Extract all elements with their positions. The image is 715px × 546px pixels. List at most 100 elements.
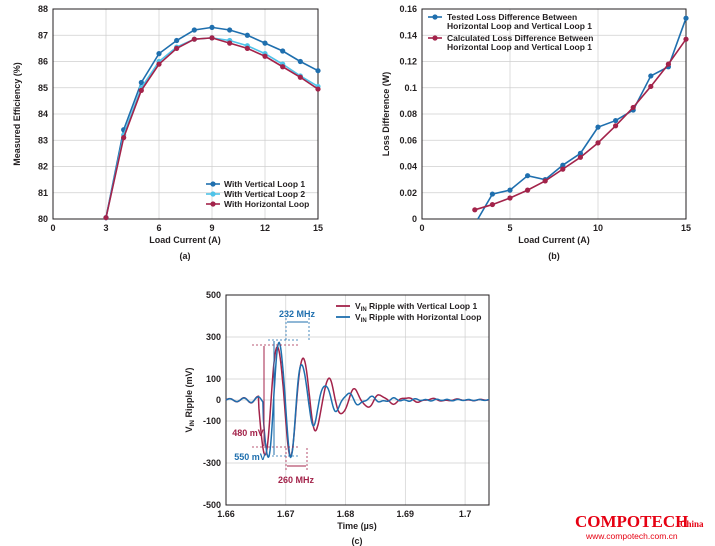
chart-b-legend-label: Tested Loss Difference Between bbox=[447, 12, 577, 22]
chart-a-xtick-label: 6 bbox=[156, 223, 161, 233]
chart-a-data-point bbox=[315, 68, 321, 74]
chart-a-ytick-label: 83 bbox=[38, 135, 48, 145]
chart-a-ticks: 0 3 6 9 12 15 80 81 82 83 84 85 86 87 88 bbox=[38, 4, 323, 233]
chart-a-xlabel: Load Current (A) bbox=[149, 235, 221, 245]
chart-a: 0 3 6 9 12 15 80 81 82 83 84 85 86 87 88 Load Current … bbox=[12, 4, 323, 261]
chart-a-data-point bbox=[227, 40, 233, 46]
chart-a-data-point bbox=[156, 51, 162, 57]
chart-a-xtick-label: 0 bbox=[50, 223, 55, 233]
chart-c-ytick-label: 0 bbox=[216, 395, 221, 405]
chart-a-ytick-label: 88 bbox=[38, 4, 48, 14]
chart-a-caption: (a) bbox=[180, 251, 191, 261]
chart-b-data-point bbox=[613, 117, 619, 124]
chart-b-ytick-label: 0.02 bbox=[399, 188, 417, 198]
chart-c-xtick-label: 1.69 bbox=[397, 509, 415, 519]
chart-c-annot-pp-left: 480 mV bbox=[232, 428, 264, 438]
chart-b-legend: Tested Loss Difference BetweenHorizontal… bbox=[428, 12, 593, 52]
chart-a-data-point bbox=[227, 27, 233, 33]
chart-b-series bbox=[472, 15, 689, 220]
chart-b-data-point bbox=[560, 166, 566, 172]
chart-b-ylabel: Loss Difference (W) bbox=[381, 72, 391, 157]
chart-b-data-point bbox=[560, 162, 566, 168]
chart-a-ytick-label: 87 bbox=[38, 30, 48, 40]
chart-b-data-point bbox=[648, 73, 654, 79]
chart-c-annotations: 232 MHz 260 MHz 480 mV 550 mV bbox=[232, 309, 315, 485]
chart-b-legend-label: Horizontal Loop and Vertical Loop 1 bbox=[447, 21, 592, 31]
chart-c: 1.66 1.67 1.68 1.69 1.7 -500 -300 -100 0 100 300 50… bbox=[184, 290, 490, 546]
chart-b-data-point bbox=[525, 173, 531, 179]
chart-b-xtick-label: 5 bbox=[507, 223, 512, 233]
chart-a-data-point bbox=[262, 40, 268, 46]
chart-a-legend-label: With Vertical Loop 2 bbox=[224, 189, 305, 199]
chart-a-data-point bbox=[191, 36, 197, 42]
chart-a-data-point bbox=[121, 135, 127, 141]
chart-c-xtick-label: 1.68 bbox=[337, 509, 355, 519]
chart-a-data-point bbox=[297, 74, 303, 80]
chart-a-ytick-label: 80 bbox=[38, 214, 48, 224]
chart-b-xtick-label: 15 bbox=[681, 223, 691, 233]
chart-c-annot-f-top: 232 MHz bbox=[279, 309, 316, 319]
chart-b-legend-marker bbox=[432, 35, 438, 41]
chart-b-data-point bbox=[595, 140, 601, 146]
chart-a-data-point bbox=[138, 79, 144, 86]
chart-a-frame bbox=[52, 8, 319, 220]
chart-a-data-point bbox=[138, 87, 144, 93]
chart-b-data-point bbox=[542, 178, 548, 184]
chart-b-data-point bbox=[683, 36, 689, 42]
chart-c-xlabel: Time (µs) bbox=[337, 521, 377, 531]
chart-b: 0 5 10 15 0 0.02 0.04 0.06 0.08 0.1 0.12 0.14 0.16 L… bbox=[381, 4, 691, 261]
chart-c-annot-f-bottom: 260 MHz bbox=[278, 475, 315, 485]
chart-c-caption: (c) bbox=[352, 536, 363, 546]
chart-a-data-point bbox=[244, 32, 250, 38]
chart-b-ticks: 0 5 10 15 0 0.02 0.04 0.06 0.08 0.1 0.12 0.14 0.16 bbox=[399, 4, 691, 233]
chart-b-ytick-label: 0.1 bbox=[404, 83, 417, 93]
chart-b-ytick-label: 0.16 bbox=[399, 4, 417, 14]
chart-a-ytick-label: 82 bbox=[38, 162, 48, 172]
watermark-brand: COMPOTECH bbox=[575, 512, 688, 531]
chart-a-data-point bbox=[297, 58, 303, 65]
chart-c-ytick-label: 100 bbox=[206, 374, 221, 384]
chart-b-data-point bbox=[507, 195, 513, 201]
chart-a-legend-label: With Vertical Loop 1 bbox=[224, 179, 305, 189]
chart-b-series-line bbox=[474, 38, 687, 211]
chart-b-ytick-label: 0.04 bbox=[399, 162, 417, 172]
chart-a-legend-marker bbox=[210, 201, 216, 207]
chart-c-series bbox=[225, 341, 490, 459]
chart-b-data-point bbox=[665, 61, 672, 67]
chart-a-ytick-label: 84 bbox=[38, 109, 48, 119]
chart-b-xlabel: Load Current (A) bbox=[518, 235, 590, 245]
watermark-url: www.compotech.com.cn bbox=[585, 531, 678, 541]
chart-a-data-point bbox=[280, 48, 286, 54]
chart-c-ytick-label: -500 bbox=[203, 500, 221, 510]
chart-b-data-point bbox=[630, 104, 636, 111]
watermark-suffix: China bbox=[680, 519, 704, 529]
chart-a-xtick-label: 12 bbox=[260, 223, 270, 233]
chart-a-data-point bbox=[262, 53, 268, 59]
chart-a-data-point bbox=[174, 37, 180, 44]
chart-a-data-point bbox=[103, 215, 109, 221]
chart-b-data-point bbox=[648, 83, 654, 90]
chart-a-legend-label: With Horizontal Loop bbox=[224, 199, 309, 209]
chart-a-xtick-label: 9 bbox=[209, 223, 214, 233]
chart-c-xtick-label: 1.67 bbox=[277, 509, 295, 519]
chart-a-ytick-label: 86 bbox=[38, 57, 48, 67]
chart-c-ytick-label: 500 bbox=[206, 290, 221, 300]
chart-a-data-point bbox=[209, 24, 215, 30]
chart-b-data-point bbox=[577, 154, 584, 160]
chart-b-ytick-label: 0 bbox=[412, 214, 417, 224]
chart-a-ytick-label: 81 bbox=[38, 188, 48, 198]
chart-a-xtick-label: 3 bbox=[103, 223, 108, 233]
chart-b-data-point bbox=[613, 123, 619, 129]
chart-b-ytick-label: 0.14 bbox=[399, 30, 417, 40]
chart-b-data-point bbox=[507, 187, 513, 193]
chart-a-xtick-label: 15 bbox=[313, 223, 323, 233]
chart-a-data-point bbox=[156, 61, 162, 67]
chart-b-xtick-label: 0 bbox=[419, 223, 424, 233]
chart-a-ytick-label: 85 bbox=[38, 83, 48, 93]
chart-c-legend-label: VIN Ripple with Vertical Loop 1 bbox=[355, 301, 477, 313]
chart-a-data-point bbox=[244, 45, 250, 51]
chart-c-ytick-label: -100 bbox=[203, 416, 221, 426]
